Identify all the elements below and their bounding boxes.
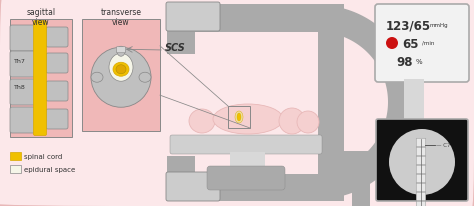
FancyBboxPatch shape	[416, 174, 426, 183]
FancyBboxPatch shape	[376, 119, 468, 201]
Bar	[167, 156, 195, 201]
Ellipse shape	[117, 47, 125, 57]
Text: SCS: SCS	[165, 43, 186, 53]
Text: Th7: Th7	[14, 59, 26, 64]
FancyBboxPatch shape	[416, 201, 426, 206]
Text: — C7: — C7	[436, 143, 450, 148]
Ellipse shape	[116, 66, 126, 74]
FancyBboxPatch shape	[416, 192, 426, 201]
FancyBboxPatch shape	[10, 108, 36, 133]
FancyBboxPatch shape	[10, 20, 72, 137]
FancyBboxPatch shape	[46, 28, 68, 48]
Text: 123/65: 123/65	[386, 19, 431, 32]
Text: sagittal
view: sagittal view	[27, 8, 55, 27]
Bar	[318, 5, 344, 201]
Text: 65: 65	[402, 37, 419, 50]
Text: epidural space: epidural space	[24, 166, 75, 172]
FancyBboxPatch shape	[416, 165, 426, 174]
Text: mmHg: mmHg	[430, 22, 448, 27]
Text: transverse
view: transverse view	[100, 8, 142, 27]
Text: %: %	[416, 59, 423, 65]
Ellipse shape	[113, 63, 129, 77]
Bar	[404, 80, 424, 121]
FancyBboxPatch shape	[10, 26, 36, 52]
FancyBboxPatch shape	[207, 166, 285, 190]
FancyBboxPatch shape	[82, 20, 160, 131]
Ellipse shape	[91, 73, 103, 83]
Ellipse shape	[235, 111, 243, 123]
FancyBboxPatch shape	[416, 156, 426, 165]
FancyBboxPatch shape	[170, 135, 322, 154]
FancyBboxPatch shape	[10, 52, 36, 78]
FancyBboxPatch shape	[10, 152, 21, 160]
FancyBboxPatch shape	[117, 48, 126, 54]
Ellipse shape	[279, 109, 305, 134]
Bar	[318, 151, 368, 173]
FancyBboxPatch shape	[46, 82, 68, 102]
Bar	[167, 5, 195, 55]
FancyBboxPatch shape	[416, 147, 426, 156]
Ellipse shape	[297, 111, 319, 133]
FancyBboxPatch shape	[416, 138, 426, 147]
Text: /min: /min	[422, 40, 434, 45]
Bar	[195, 174, 318, 201]
Circle shape	[91, 48, 151, 108]
PathPatch shape	[318, 6, 415, 199]
Circle shape	[386, 38, 398, 50]
FancyBboxPatch shape	[375, 5, 469, 83]
Ellipse shape	[109, 54, 133, 82]
Ellipse shape	[213, 104, 283, 134]
Bar	[352, 151, 370, 206]
Bar	[195, 5, 318, 33]
FancyBboxPatch shape	[10, 80, 36, 105]
Text: 98: 98	[396, 56, 412, 69]
Text: Th8: Th8	[14, 85, 26, 90]
Circle shape	[389, 129, 455, 195]
Bar	[230, 152, 265, 172]
FancyBboxPatch shape	[10, 165, 21, 173]
FancyBboxPatch shape	[416, 183, 426, 192]
FancyBboxPatch shape	[166, 3, 220, 32]
FancyBboxPatch shape	[46, 54, 68, 74]
FancyBboxPatch shape	[34, 21, 46, 136]
Ellipse shape	[189, 109, 215, 133]
FancyBboxPatch shape	[46, 109, 68, 129]
FancyBboxPatch shape	[166, 172, 220, 201]
Ellipse shape	[139, 73, 151, 83]
Ellipse shape	[237, 114, 241, 121]
Text: spinal cord: spinal cord	[24, 153, 62, 159]
